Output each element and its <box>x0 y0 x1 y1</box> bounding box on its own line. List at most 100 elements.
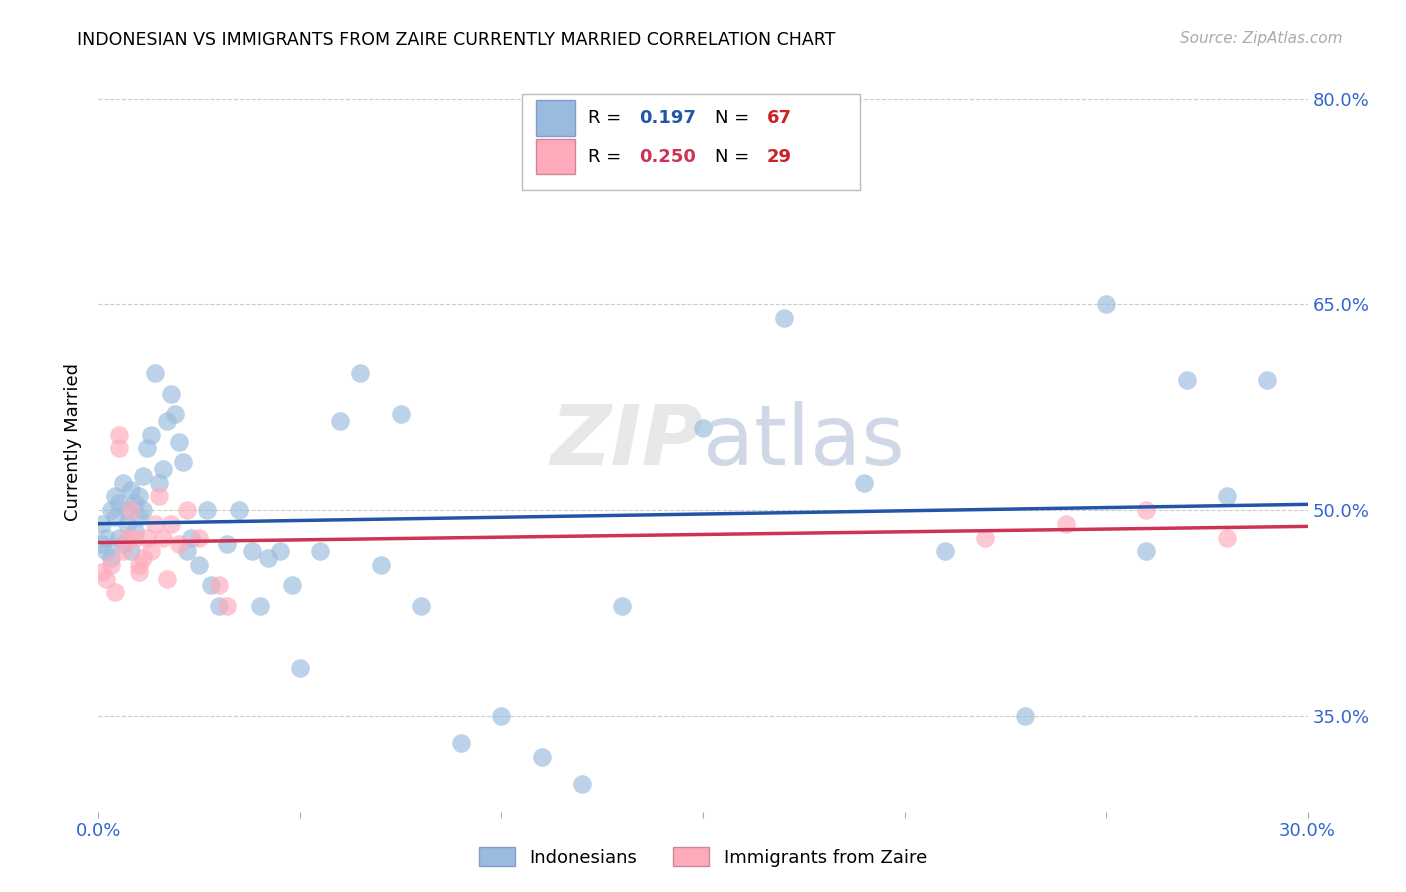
Point <box>103 585 125 599</box>
Point <box>124 496 146 510</box>
Point <box>1256 373 1278 387</box>
Point <box>128 565 150 579</box>
Point <box>217 537 239 551</box>
Point <box>491 708 513 723</box>
Point <box>1095 297 1118 311</box>
Point <box>389 407 412 421</box>
Point <box>167 537 190 551</box>
FancyBboxPatch shape <box>536 100 575 136</box>
Point <box>152 462 174 476</box>
Point <box>100 551 122 566</box>
Point <box>128 510 150 524</box>
Point <box>163 407 186 421</box>
Point <box>160 386 183 401</box>
Point <box>124 531 146 545</box>
Point <box>176 544 198 558</box>
Point <box>195 503 218 517</box>
Point <box>1135 503 1157 517</box>
Text: N =: N = <box>716 147 755 166</box>
Point <box>128 489 150 503</box>
Point <box>228 503 250 517</box>
Point <box>1014 708 1036 723</box>
Text: atlas: atlas <box>703 401 904 482</box>
Point <box>612 599 634 613</box>
Point <box>1216 531 1239 545</box>
Point <box>974 531 997 545</box>
Point <box>91 516 114 531</box>
Point <box>139 427 162 442</box>
Point <box>120 483 142 497</box>
Text: INDONESIAN VS IMMIGRANTS FROM ZAIRE CURRENTLY MARRIED CORRELATION CHART: INDONESIAN VS IMMIGRANTS FROM ZAIRE CURR… <box>77 31 835 49</box>
Point <box>167 434 190 449</box>
Text: 67: 67 <box>768 109 792 127</box>
Point <box>156 572 179 586</box>
Point <box>111 475 134 490</box>
Point <box>180 531 202 545</box>
Text: R =: R = <box>588 109 627 127</box>
Legend: Indonesians, Immigrants from Zaire: Indonesians, Immigrants from Zaire <box>471 840 935 874</box>
Point <box>240 544 263 558</box>
Point <box>269 544 291 558</box>
Point <box>1175 373 1198 387</box>
Text: R =: R = <box>588 147 627 166</box>
Point <box>853 475 876 490</box>
Point <box>103 510 125 524</box>
Text: Source: ZipAtlas.com: Source: ZipAtlas.com <box>1180 31 1343 46</box>
Point <box>135 531 157 545</box>
Point <box>143 366 166 380</box>
Point <box>103 489 125 503</box>
Point <box>148 489 170 503</box>
Point <box>1054 516 1077 531</box>
Point <box>208 578 231 592</box>
Point <box>288 661 311 675</box>
Point <box>1216 489 1239 503</box>
Point <box>329 414 352 428</box>
Point <box>107 442 129 456</box>
Point <box>132 468 155 483</box>
Point <box>152 531 174 545</box>
Point <box>309 544 332 558</box>
Point <box>111 544 134 558</box>
Text: ZIP: ZIP <box>550 401 703 482</box>
Point <box>120 503 142 517</box>
Point <box>692 421 714 435</box>
Point <box>281 578 304 592</box>
Y-axis label: Currently Married: Currently Married <box>65 362 83 521</box>
Point <box>934 544 956 558</box>
Point <box>450 736 472 750</box>
Point <box>143 516 166 531</box>
Point <box>91 537 114 551</box>
FancyBboxPatch shape <box>522 94 860 190</box>
Point <box>128 558 150 572</box>
Point <box>530 750 553 764</box>
Point <box>256 551 278 566</box>
Point <box>124 524 146 538</box>
Point <box>100 558 122 572</box>
Point <box>156 414 179 428</box>
Text: 29: 29 <box>768 147 792 166</box>
Text: 0.197: 0.197 <box>638 109 696 127</box>
Point <box>349 366 371 380</box>
Point <box>370 558 392 572</box>
Point <box>409 599 432 613</box>
Point <box>200 578 222 592</box>
Point <box>120 544 142 558</box>
Point <box>115 516 138 531</box>
Point <box>172 455 194 469</box>
Point <box>217 599 239 613</box>
Text: 0.250: 0.250 <box>638 147 696 166</box>
Point <box>100 503 122 517</box>
Point <box>107 427 129 442</box>
Point <box>91 565 114 579</box>
Point <box>96 531 118 545</box>
Point <box>132 503 155 517</box>
Point <box>96 544 118 558</box>
Point <box>96 572 118 586</box>
Point <box>571 777 593 791</box>
Point <box>148 475 170 490</box>
Point <box>772 311 794 326</box>
Point <box>160 516 183 531</box>
Point <box>115 503 138 517</box>
Point <box>107 531 129 545</box>
Point <box>208 599 231 613</box>
